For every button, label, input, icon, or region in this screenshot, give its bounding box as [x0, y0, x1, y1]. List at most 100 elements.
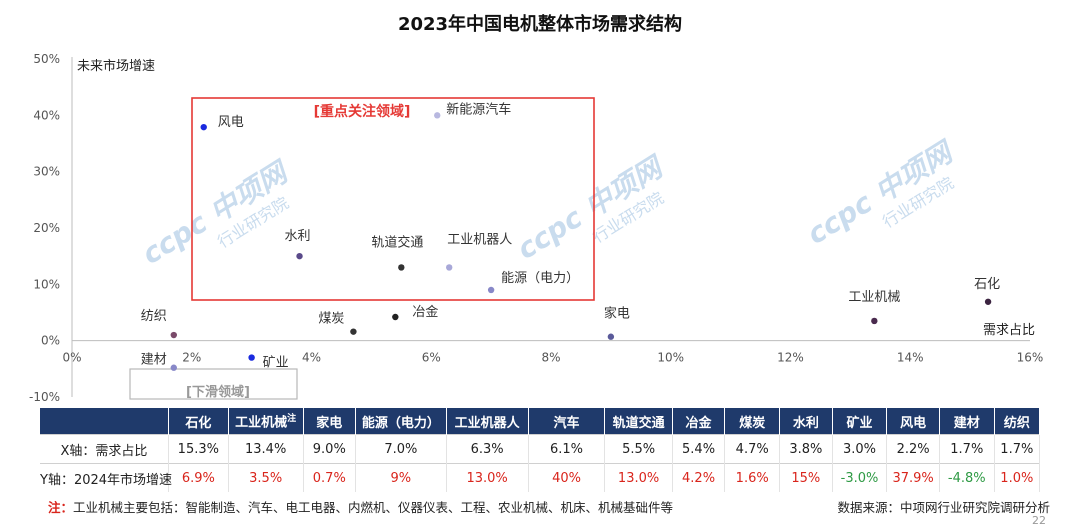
y-axis-title: 未来市场增速 [77, 58, 155, 74]
table-cell: 1.6% [724, 463, 781, 492]
point-label: 冶金 [412, 304, 438, 320]
table-cell: -3.0% [832, 463, 888, 492]
watermark: ccpc 中项网行业研究院 [136, 154, 296, 271]
table-header-cell: 能源（电力） [355, 408, 447, 435]
y-tick-label: 30% [33, 165, 60, 179]
data-point [434, 112, 441, 119]
table-cell: 5.4% [672, 434, 726, 464]
watermark-layer: ccpc 中项网行业研究院 ccpc 中项网行业研究院 ccpc 中项网行业研究院 [136, 134, 961, 271]
y-tick-label: 50% [33, 52, 60, 66]
table-header-cell: 石化 [168, 408, 229, 435]
x-tick-label: 14% [897, 351, 924, 365]
page-number: 22 [1032, 514, 1046, 527]
y-tick-label: 40% [33, 108, 60, 122]
data-point [200, 123, 207, 131]
point-label: 建材 [141, 353, 167, 368]
data-point [350, 328, 357, 335]
data-point [446, 264, 453, 271]
table-cell: 40% [528, 463, 606, 492]
row-label: Y轴：2024年市场增速 [40, 463, 172, 492]
table-cell: 3.5% [228, 463, 304, 492]
table-header-cell: 纺织 [994, 408, 1041, 435]
point-label: 新能源汽车 [446, 101, 511, 117]
axis-layer: 0% 2% 4% 6% 8% 10% 12% 14% 16% -10% 0% 10% 20% 30% 40%… [29, 52, 1043, 404]
x-tick-label: 0% [62, 351, 81, 365]
table-cell: 4.7% [724, 434, 781, 464]
table-cell: 15% [779, 463, 833, 492]
watermark: ccpc 中项网行业研究院 [801, 134, 961, 251]
footnote: 注：工业机械主要包括：智能制造、汽车、电工电器、内燃机、仪器仪表、工程、农业机械… [48, 497, 673, 516]
data-point [871, 317, 878, 325]
data-point [487, 286, 495, 294]
table-cell: -4.8% [939, 463, 995, 492]
x-tick-label: 2% [182, 351, 201, 365]
table-cell: 9.0% [303, 434, 357, 464]
point-label: 工业机器人 [447, 232, 512, 247]
header-footnote-mark: 注 [287, 414, 297, 425]
table-cell: 2.2% [886, 434, 940, 464]
table-row: Y轴：2024年市场增速 6.9% 3.5% 0.7% 9% 13.0% 40% 13.0% 4… [40, 463, 1041, 492]
decline-region-label: [下滑领域] [186, 384, 250, 400]
data-point [170, 364, 177, 371]
table-header-cell: 工业机器人 [446, 408, 529, 435]
table-header-cell: 工业机械注 [228, 408, 304, 435]
point-label: 能源（电力） [501, 271, 579, 286]
data-point [398, 264, 405, 271]
y-tick-label: 10% [33, 277, 60, 291]
table-cell: 5.5% [604, 434, 673, 464]
table-header-cell: 水利 [779, 408, 833, 435]
x-tick-label: 4% [302, 351, 321, 365]
x-axis-title: 需求占比 [983, 323, 1035, 338]
table-cell: 3.8% [779, 434, 833, 464]
data-source: 数据来源：中项网行业研究院调研分析 [837, 500, 1050, 515]
x-tick-label: 12% [777, 351, 804, 365]
row-label: X轴：需求占比 [40, 434, 169, 464]
table-cell: 3.0% [832, 434, 888, 464]
table-cell: 6.3% [446, 434, 529, 464]
table-cell: 37.9% [886, 463, 940, 492]
table-cell: 4.2% [672, 463, 726, 492]
table-cell: 6.9% [168, 463, 229, 492]
y-tick-label: 0% [41, 334, 60, 348]
table-row: X轴：需求占比 15.3% 13.4% 9.0% 7.0% 6.3% 6.1% 5.5% 5.4… [40, 434, 1041, 464]
table-cell: 13.0% [446, 463, 529, 492]
table-cell: 1.7% [939, 434, 995, 464]
footnote-text: 工业机械主要包括：智能制造、汽车、电工电器、内燃机、仪器仪表、工程、农业机械、机… [73, 500, 674, 515]
y-tick-label: -10% [29, 390, 60, 404]
table-header-cell: 矿业 [832, 408, 888, 435]
table-cell: 15.3% [168, 434, 229, 464]
table-cell: 6.1% [528, 434, 606, 464]
data-point [984, 298, 992, 305]
x-tick-label: 8% [541, 351, 560, 365]
data-point [296, 252, 303, 260]
data-table: 石化 工业机械注 家电 能源（电力） 工业机器人 汽车 轨道交通 冶金 煤炭 水利 矿业 风电 建材 纺织… [40, 408, 1041, 492]
point-label: 工业机械 [848, 290, 900, 305]
data-point [170, 331, 177, 339]
table-header-cell: 冶金 [672, 408, 726, 435]
table-header-cell [40, 408, 169, 435]
point-label: 石化 [974, 277, 1000, 292]
table-header-cell: 风电 [886, 408, 940, 435]
point-label: 水利 [285, 229, 311, 244]
y-tick-label: 20% [33, 221, 60, 235]
focus-region-box [191, 97, 595, 301]
data-point [607, 333, 615, 340]
point-label: 煤炭 [318, 312, 344, 327]
table-cell: 13.0% [604, 463, 673, 492]
x-tick-label: 10% [657, 351, 684, 365]
data-point [392, 313, 399, 321]
table-header-cell: 家电 [303, 408, 357, 435]
table-cell: 1.0% [994, 463, 1041, 492]
watermark: ccpc 中项网行业研究院 [511, 149, 671, 266]
focus-region-label: [重点关注领域] [314, 103, 411, 120]
point-label: 矿业 [263, 356, 289, 371]
chart-title: 2023年中国电机整体市场需求结构 [397, 14, 683, 35]
table-cell: 0.7% [303, 463, 357, 492]
table-cell: 1.7% [994, 434, 1041, 464]
table-header-cell: 煤炭 [724, 408, 781, 435]
table-header-row: 石化 工业机械注 家电 能源（电力） 工业机器人 汽车 轨道交通 冶金 煤炭 水利 矿业 风电 建材 纺织 [40, 408, 1041, 435]
table-cell: 9% [355, 463, 447, 492]
table-header-cell: 轨道交通 [604, 408, 673, 435]
scatter-chart: ccpc 中项网行业研究院 ccpc 中项网行业研究院 ccpc 中项网行业研究院 … [29, 52, 1043, 404]
